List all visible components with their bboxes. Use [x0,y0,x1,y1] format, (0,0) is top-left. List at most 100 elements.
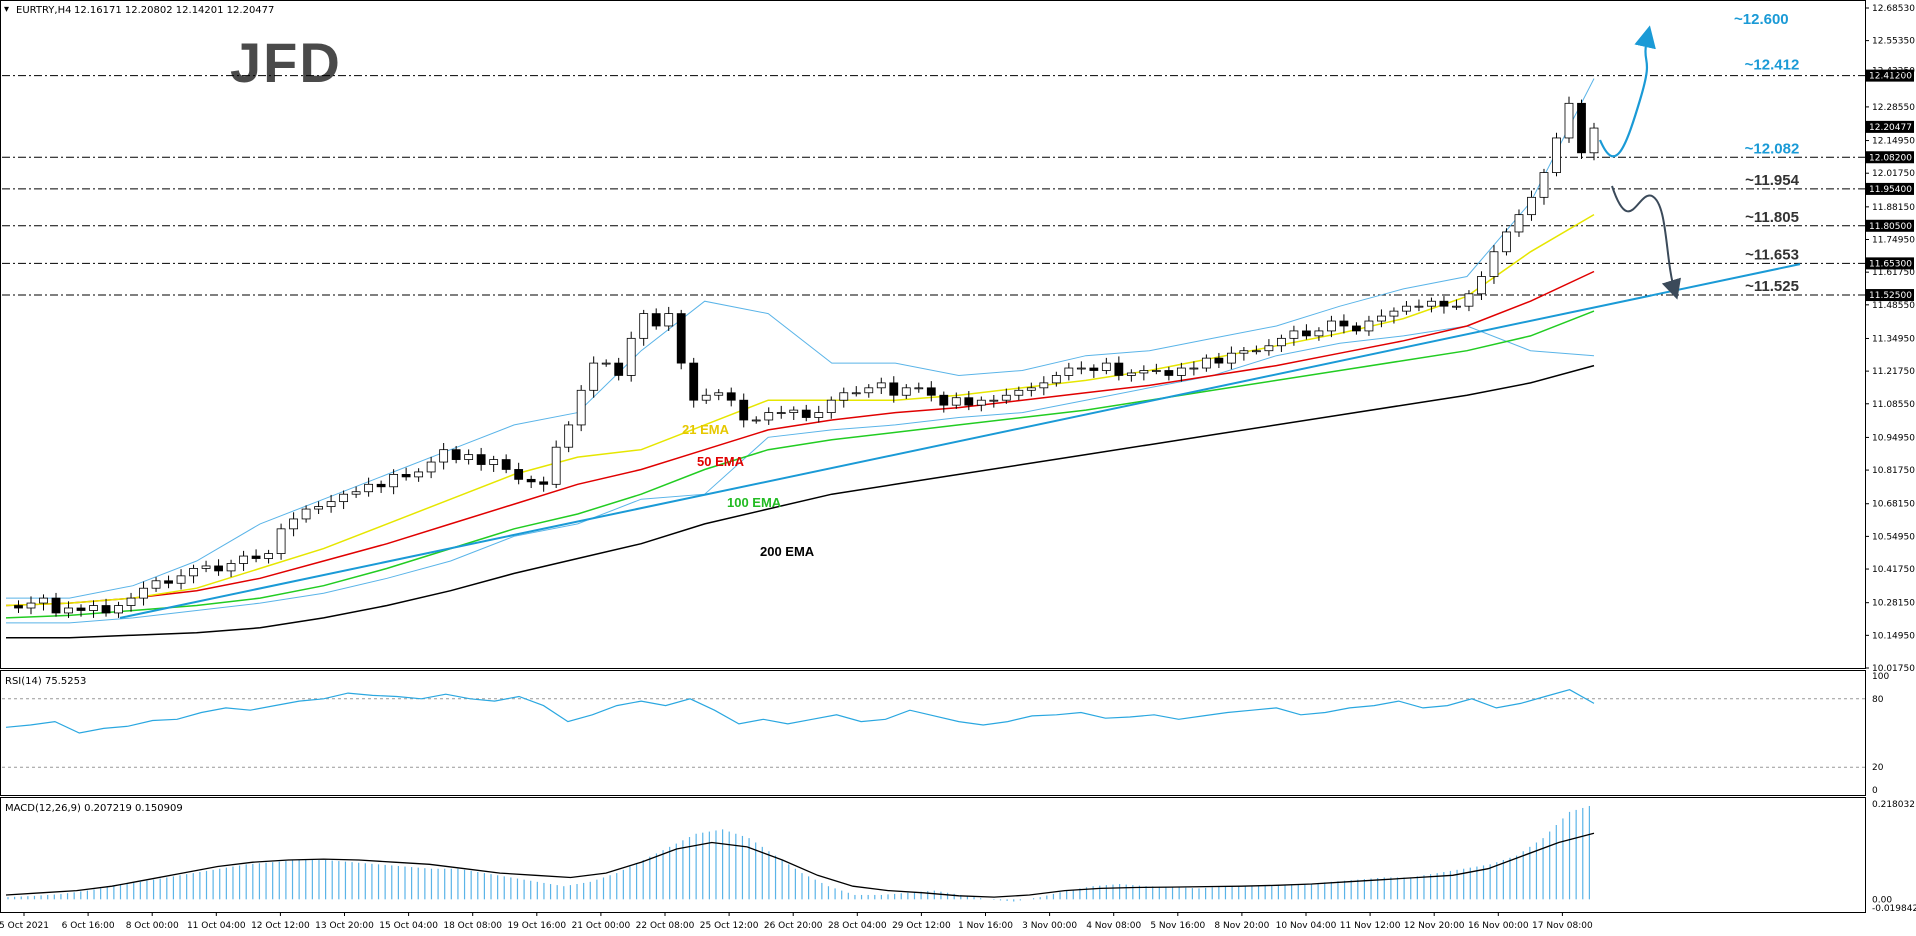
level-price-box [1866,182,1914,195]
price-tick-label: 11.48550 [1872,301,1915,311]
candle-body [176,575,186,584]
rsi-tick-label: 80 [1872,695,1884,705]
candle-body [1089,367,1099,371]
candle-body [51,597,61,614]
level-price-box [1866,257,1914,270]
time-tick-label: 11 Nov 12:00 [1340,921,1401,931]
candle-body [1552,137,1561,173]
candle-body [214,565,223,572]
candle-body [789,409,799,413]
price-tick-label: 10.81750 [1872,466,1915,476]
price-tick-label: 11.88150 [1872,203,1915,213]
candle-body [1226,352,1236,364]
trendline [119,263,1801,619]
time-tick-label: 17 Nov 08:00 [1532,921,1593,931]
candle-body [576,389,586,426]
level-price-box [1866,219,1914,232]
candle-body [1339,320,1349,327]
price-tick-label: 10.94950 [1872,433,1915,443]
ema200-label: 200 EMA [760,544,815,559]
candle-body [1452,305,1461,308]
candle-body [701,394,711,401]
candle-body [564,424,574,448]
candle-body [1064,367,1074,376]
candle-body [1502,231,1511,253]
candle-body [676,313,686,364]
candle-body [651,313,661,327]
rsi-panel-frame [0,670,1866,796]
time-tick-label: 26 Oct 20:00 [764,921,823,931]
rsi-tick-label: 20 [1872,763,1884,773]
time-tick-label: 15 Oct 04:00 [379,921,438,931]
ohlc-readout: 12.16171 12.20802 12.14201 12.20477 [74,5,274,16]
candle-body [264,553,273,559]
price-tick-label: 10.54950 [1872,532,1915,542]
level-price-text: 11.65300 [1869,259,1912,269]
candle-body [776,412,786,414]
candle-body [876,382,886,389]
candle-body [914,387,924,390]
level-label: ~12.082 [1745,140,1800,157]
candle-body [376,483,386,488]
price-tick-label: 11.74950 [1872,236,1915,246]
candle-body [1414,305,1424,308]
candle-body [976,399,986,406]
candle-body [64,607,73,614]
candle-body [476,454,486,465]
level-price-box [1866,69,1914,82]
price-tick-label: 10.68150 [1872,500,1915,510]
candle-body [1277,337,1286,347]
price-tick-label: 10.41750 [1872,565,1915,575]
symbol-dropdown-icon[interactable]: ▾ [4,4,9,15]
candle-body [764,412,774,421]
level-price-text: 11.95400 [1869,185,1912,195]
time-tick-label: 29 Oct 12:00 [892,921,951,931]
level-price-box [1866,289,1914,302]
main-panel-frame [0,0,1866,669]
candle-body [514,469,524,480]
candle-body [1389,310,1399,317]
level-label: ~11.653 [1745,246,1799,263]
candle-body [389,474,399,488]
candle-body [751,419,761,422]
candle-body [1527,196,1536,216]
candle-body [614,362,624,376]
candle-body [426,461,436,473]
time-tick-label: 8 Oct 00:00 [126,921,179,931]
candle-body [164,580,173,584]
candle-body [1251,350,1261,353]
candle-body [226,563,236,572]
candle-body [401,474,411,478]
candle-body [1214,357,1224,364]
rsi-tick-label: 100 [1872,672,1889,682]
candle-body [276,528,286,554]
candle-body [864,387,874,394]
price-tick-label: 10.01750 [1872,664,1915,674]
candle-body [1239,350,1249,354]
candle-body [689,362,699,401]
candle-body [1164,370,1174,376]
level-price-text: 12.41200 [1869,72,1912,82]
candle-body [301,508,311,520]
candle-body [114,605,123,614]
candle-body [201,565,211,569]
time-tick-label: 8 Nov 20:00 [1214,921,1269,931]
candle-body [839,392,849,401]
ema50-label: 50 EMA [697,454,745,469]
candle-body [1126,372,1136,376]
candle-body [714,392,724,396]
candle-body [601,362,611,365]
candle-body [1201,357,1211,369]
target-label: ~12.600 [1734,11,1789,28]
rsi-label: RSI(14) 75.5253 [5,676,86,687]
macd-panel-frame [0,797,1866,913]
candle-body [151,580,161,589]
candle-body [1364,320,1374,332]
candle-body [1464,293,1474,307]
candle-body [1101,362,1111,371]
candle-body [1427,300,1436,307]
price-tick-label: 11.34950 [1872,334,1915,344]
candle-body [326,501,336,507]
bollinger-lower [6,325,1595,624]
candle-body [239,555,248,564]
